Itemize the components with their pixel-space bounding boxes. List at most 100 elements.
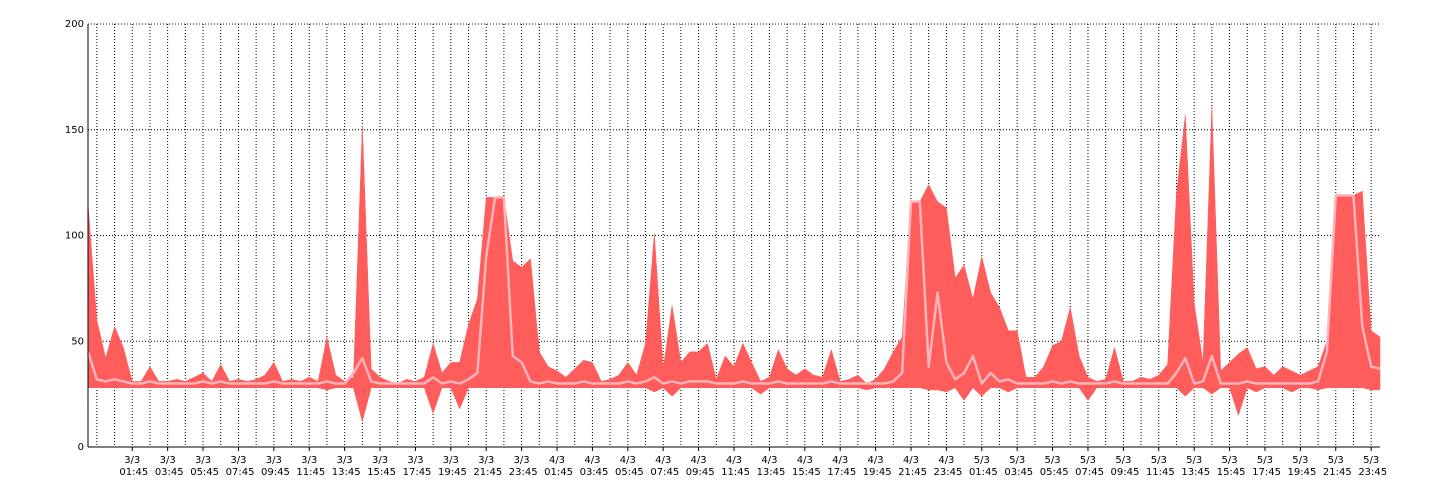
x-tick-label-line: 3/3 [372, 455, 388, 466]
x-tick-label-line: 17:45 [1249, 467, 1281, 478]
x-tick-label-line: 5/3 [1292, 455, 1308, 466]
x-tick-label-line: 21:45 [895, 467, 927, 478]
x-tick-label-line: 23:45 [930, 467, 962, 478]
x-tick-label-line: 4/3 [549, 455, 565, 466]
x-tick-label: 3/3 19:45 [435, 455, 467, 478]
x-tick-label: 4/3 09:45 [683, 455, 715, 478]
x-tick-label-line: 11:45 [718, 467, 750, 478]
x-tick-label: 4/3 05:45 [612, 455, 644, 478]
x-tick-label-line: 4/3 [903, 455, 919, 466]
x-tick-label-line: 07:45 [222, 467, 254, 478]
x-tick-label: 4/3 19:45 [860, 455, 892, 478]
x-tick-label: 5/3 05:45 [1037, 455, 1069, 478]
x-tick-label-line: 5/3 [1328, 455, 1344, 466]
x-tick-label: 5/3 19:45 [1284, 455, 1316, 478]
x-tick-label-line: 5/3 [1257, 455, 1273, 466]
x-tick-label-line: 13:45 [329, 467, 361, 478]
x-tick-label: 5/3 15:45 [1214, 455, 1246, 478]
x-tick-label-line: 09:45 [1107, 467, 1139, 478]
x-tick-label-line: 4/3 [726, 455, 742, 466]
x-tick-label-line: 5/3 [1115, 455, 1131, 466]
x-tick-label-line: 23:45 [506, 467, 538, 478]
x-tick-label: 5/3 09:45 [1107, 455, 1139, 478]
x-tick-label-line: 03:45 [576, 467, 608, 478]
x-tick-label-line: 03:45 [152, 467, 184, 478]
range-band [87, 106, 1381, 423]
x-tick-label-line: 07:45 [1072, 467, 1104, 478]
x-tick-label-line: 11:45 [1143, 467, 1175, 478]
x-tick-label-line: 5/3 [1222, 455, 1238, 466]
x-tick-label-line: 3/3 [407, 455, 423, 466]
x-tick-label: 3/3 03:45 [152, 455, 184, 478]
x-tick-label-line: 03:45 [1001, 467, 1033, 478]
x-tick-label-line: 17:45 [399, 467, 431, 478]
x-tick-label-line: 4/3 [584, 455, 600, 466]
x-tick-label: 3/3 05:45 [187, 455, 219, 478]
y-tick-label: 100 [65, 231, 84, 242]
x-tick-label-line: 01:45 [541, 467, 573, 478]
x-tick-label-line: 3/3 [478, 455, 494, 466]
x-tick-label: 3/3 23:45 [506, 455, 538, 478]
x-tick-label-line: 01:45 [116, 467, 148, 478]
x-tick-label-line: 3/3 [230, 455, 246, 466]
x-tick-label-line: 3/3 [124, 455, 140, 466]
x-tick-label-line: 05:45 [187, 467, 219, 478]
x-tick-label-line: 4/3 [832, 455, 848, 466]
x-tick-label-line: 5/3 [1363, 455, 1379, 466]
x-tick-label-line: 4/3 [620, 455, 636, 466]
x-tick-label-line: 5/3 [1080, 455, 1096, 466]
x-tick-label-line: 05:45 [1037, 467, 1069, 478]
x-tick-label: 5/3 11:45 [1143, 455, 1175, 478]
x-tick-label-line: 5/3 [974, 455, 990, 466]
x-tick-label-line: 05:45 [612, 467, 644, 478]
x-tick-label-line: 5/3 [1151, 455, 1167, 466]
x-tick-label-line: 13:45 [753, 467, 785, 478]
x-tick-label: 5/3 21:45 [1320, 455, 1352, 478]
x-tick-label-line: 3/3 [337, 455, 353, 466]
x-tick-label-line: 01:45 [966, 467, 998, 478]
x-tick-label: 5/3 13:45 [1178, 455, 1210, 478]
x-tick-label: 3/3 17:45 [399, 455, 431, 478]
x-tick-label-line: 15:45 [1214, 467, 1246, 478]
x-tick-label-line: 07:45 [647, 467, 679, 478]
y-tick-label: 0 [78, 442, 84, 453]
x-tick-label-line: 19:45 [435, 467, 467, 478]
x-tick-label: 4/3 21:45 [895, 455, 927, 478]
x-tick-label: 5/3 17:45 [1249, 455, 1281, 478]
x-tick-label: 4/3 15:45 [789, 455, 821, 478]
x-tick-label: 3/3 15:45 [364, 455, 396, 478]
x-tick-label: 5/3 07:45 [1072, 455, 1104, 478]
x-tick-label-line: 3/3 [195, 455, 211, 466]
y-tick-label: 150 [65, 125, 84, 136]
x-tick-label: 3/3 21:45 [470, 455, 502, 478]
x-tick-label-line: 5/3 [1045, 455, 1061, 466]
x-tick-label: 4/3 03:45 [576, 455, 608, 478]
x-tick-label-line: 4/3 [868, 455, 884, 466]
y-tick-label: 200 [65, 19, 84, 30]
x-tick-label-line: 4/3 [797, 455, 813, 466]
x-tick-label: 5/3 23:45 [1355, 455, 1387, 478]
x-tick-label-line: 3/3 [160, 455, 176, 466]
x-tick-label-line: 21:45 [470, 467, 502, 478]
x-tick-label: 3/3 11:45 [293, 455, 325, 478]
x-tick-label: 4/3 11:45 [718, 455, 750, 478]
x-tick-label: 5/3 01:45 [966, 455, 998, 478]
x-tick-label-line: 4/3 [938, 455, 954, 466]
x-tick-label-line: 21:45 [1320, 467, 1352, 478]
x-tick-label-line: 5/3 [1009, 455, 1025, 466]
x-tick-label-line: 4/3 [761, 455, 777, 466]
x-tick-label-line: 11:45 [293, 467, 325, 478]
x-tick-label-line: 15:45 [789, 467, 821, 478]
x-tick-label-line: 19:45 [1284, 467, 1316, 478]
x-tick-label: 3/3 07:45 [222, 455, 254, 478]
x-tick-label-line: 15:45 [364, 467, 396, 478]
x-tick-label: 3/3 13:45 [329, 455, 361, 478]
x-tick-label-line: 3/3 [443, 455, 459, 466]
x-tick-label-line: 5/3 [1186, 455, 1202, 466]
x-tick-label: 4/3 17:45 [824, 455, 856, 478]
x-tick-label-line: 23:45 [1355, 467, 1387, 478]
y-tick-label: 50 [71, 336, 84, 347]
x-tick-label: 4/3 07:45 [647, 455, 679, 478]
